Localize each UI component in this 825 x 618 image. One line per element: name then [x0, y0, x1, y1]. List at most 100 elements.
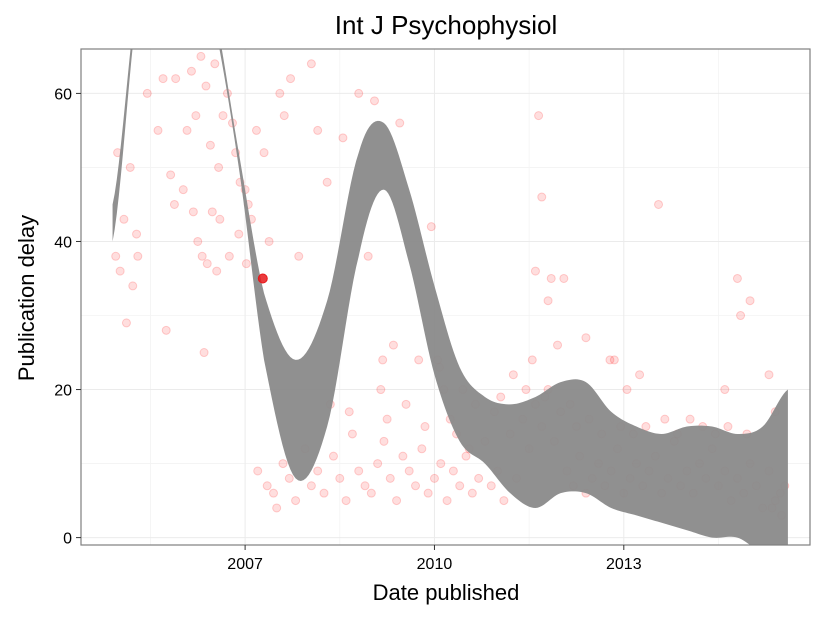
data-point	[188, 207, 198, 217]
data-point	[376, 385, 386, 395]
data-point	[224, 251, 234, 261]
data-point	[202, 259, 212, 269]
data-point	[527, 355, 537, 365]
data-point	[344, 407, 354, 417]
data-point	[537, 192, 547, 202]
smooth-band	[112, 49, 788, 545]
data-point	[385, 473, 395, 483]
data-point	[161, 325, 171, 335]
y-tick-label: 20	[54, 383, 72, 400]
confidence-band	[112, 49, 788, 545]
data-point	[278, 459, 288, 469]
data-point	[420, 422, 430, 432]
data-point	[128, 281, 138, 291]
data-point	[395, 118, 405, 128]
data-point	[373, 459, 383, 469]
x-tick-label: 2013	[606, 556, 642, 573]
y-tick-label: 0	[63, 531, 72, 548]
data-point	[354, 466, 364, 476]
data-point	[264, 236, 274, 246]
data-point	[745, 296, 755, 306]
data-point	[382, 414, 392, 424]
data-point	[499, 496, 509, 506]
data-point	[436, 459, 446, 469]
data-point	[398, 451, 408, 461]
data-point	[559, 273, 569, 283]
data-point	[197, 251, 207, 261]
data-point	[641, 422, 651, 432]
axes: 2007 2010 2013 0 20 40 60	[54, 86, 642, 573]
data-point	[442, 496, 452, 506]
x-tick-label: 2007	[227, 556, 263, 573]
data-point	[369, 96, 379, 106]
data-point	[360, 481, 370, 491]
x-axis-title: Date published	[373, 580, 520, 605]
data-point	[178, 185, 188, 195]
data-point	[205, 140, 215, 150]
highlight-layer	[257, 273, 268, 284]
chart-title: Int J Psychophysiol	[335, 10, 558, 40]
data-point	[461, 451, 471, 461]
data-point	[121, 318, 131, 328]
data-point	[609, 355, 619, 365]
data-point	[133, 251, 143, 261]
data-point	[335, 473, 345, 483]
data-point	[417, 444, 427, 454]
data-point	[306, 59, 316, 69]
data-point	[191, 111, 201, 121]
data-point	[467, 488, 477, 498]
data-point	[186, 66, 196, 76]
data-point	[414, 355, 424, 365]
data-point	[455, 481, 465, 491]
data-point	[262, 481, 272, 491]
data-point	[313, 125, 323, 135]
y-tick-label: 60	[54, 86, 72, 103]
data-point	[347, 429, 357, 439]
data-point	[169, 199, 179, 209]
highlight-point	[257, 273, 268, 284]
data-point	[341, 496, 351, 506]
data-point	[404, 466, 414, 476]
data-point	[166, 170, 176, 180]
data-point	[553, 340, 563, 350]
data-point	[508, 370, 518, 380]
data-point	[401, 399, 411, 409]
data-point	[171, 74, 181, 84]
data-point	[199, 348, 209, 358]
data-point	[423, 488, 433, 498]
data-point	[210, 59, 220, 69]
data-point	[291, 496, 301, 506]
data-point	[363, 251, 373, 261]
data-point	[132, 229, 142, 239]
data-point	[322, 177, 332, 187]
panel-border	[80, 48, 811, 546]
data-point	[736, 311, 746, 321]
data-point	[685, 414, 695, 424]
data-point	[764, 370, 774, 380]
data-point	[378, 355, 388, 365]
data-point	[496, 392, 506, 402]
data-point	[534, 111, 544, 121]
data-point	[411, 481, 421, 491]
data-point	[660, 414, 670, 424]
data-point	[392, 496, 402, 506]
data-point	[253, 466, 263, 476]
data-point	[429, 473, 439, 483]
data-point	[328, 451, 338, 461]
data-point	[196, 51, 206, 61]
data-point	[654, 199, 664, 209]
data-point	[306, 481, 316, 491]
data-point	[286, 74, 296, 84]
data-point	[214, 162, 224, 172]
data-point	[723, 422, 733, 432]
data-point	[313, 466, 323, 476]
data-point	[448, 466, 458, 476]
data-point	[366, 488, 376, 498]
data-point	[241, 259, 251, 269]
data-point	[269, 488, 279, 498]
data-point	[115, 266, 125, 276]
data-point	[319, 488, 329, 498]
data-point	[218, 111, 228, 121]
data-point	[354, 88, 364, 98]
